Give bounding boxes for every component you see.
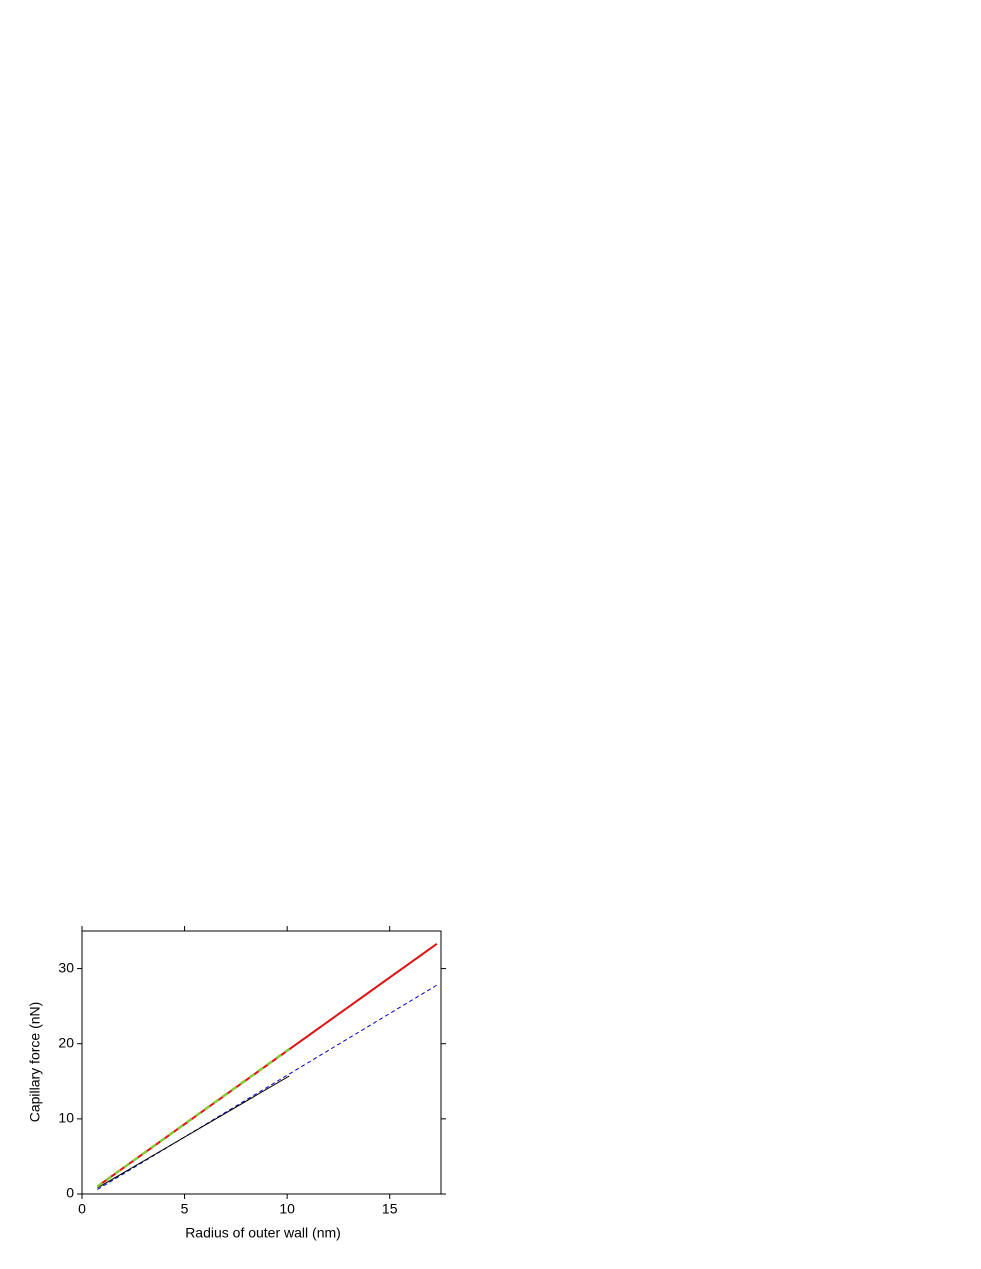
y-axis-label: Capillary force (nN) <box>27 1002 43 1123</box>
x-tick-label: 5 <box>181 1201 189 1217</box>
plot-frame <box>81 930 442 1195</box>
x-axis-label: Radius of outer wall (nm) <box>185 1225 341 1241</box>
y-tick-label: 0 <box>66 1185 74 1201</box>
line-series <box>97 1075 290 1189</box>
y-tick-label: 20 <box>58 1034 74 1050</box>
x-tick-label: 0 <box>78 1201 86 1217</box>
y-tick-label: 10 <box>58 1110 74 1126</box>
y-tick-label: 30 <box>58 959 74 975</box>
line-series <box>96 942 438 1188</box>
x-tick-label: 15 <box>382 1201 398 1217</box>
x-tick-label: 10 <box>279 1201 295 1217</box>
